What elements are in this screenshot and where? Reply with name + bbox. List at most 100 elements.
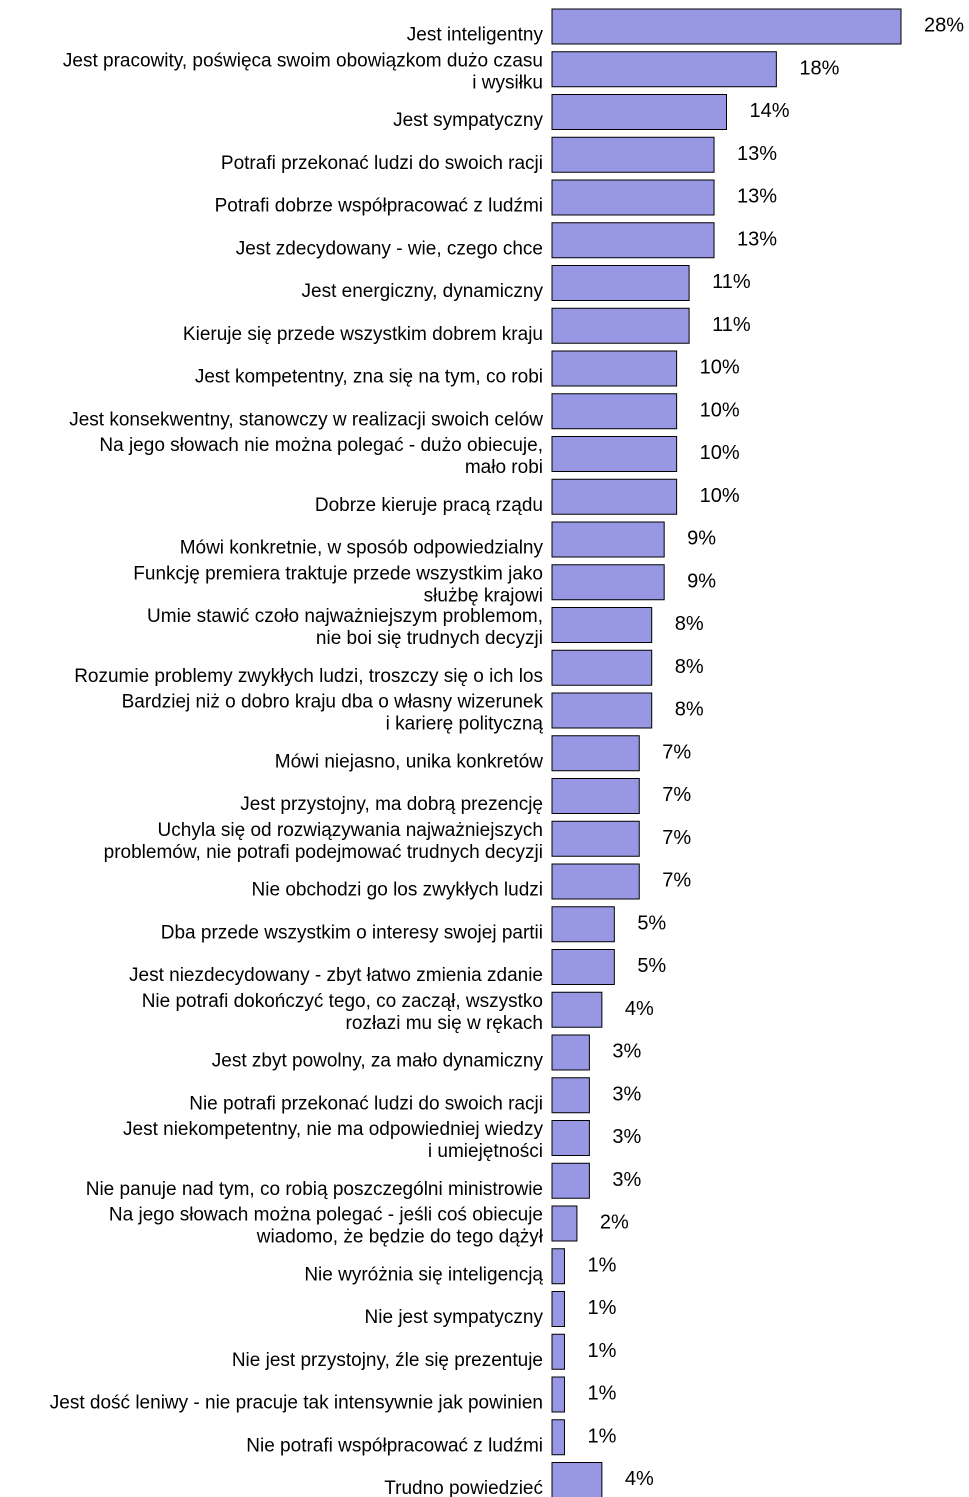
bar: [551, 1077, 590, 1114]
category-label: Dobrze kieruje pracą rządu: [315, 495, 543, 516]
value-label: 1%: [587, 1254, 616, 1276]
category-label: Nie wyróżnia się inteligencją: [304, 1264, 543, 1285]
value-label: 28%: [924, 15, 964, 37]
category-label-line: Jest niekompetentny, nie ma odpowiedniej…: [123, 1119, 543, 1140]
bar: [551, 991, 603, 1028]
category-label: Rozumie problemy zwykłych ludzi, troszcz…: [74, 666, 543, 687]
category-label: Na jego słowach można polegać - jeśli co…: [109, 1205, 544, 1248]
bar: [551, 692, 653, 729]
category-label: Trudno powiedzieć: [384, 1478, 543, 1497]
category-label-line: rozłazi mu się w rękach: [346, 1013, 543, 1034]
bar: [551, 94, 727, 130]
category-label: Dba przede wszystkim o interesy swojej p…: [161, 922, 543, 943]
category-label: Jest sympatyczny: [393, 110, 543, 131]
category-label: Jest inteligentny: [407, 25, 544, 46]
bar: [551, 393, 678, 430]
category-label: Na jego słowach nie można polegać - dużo…: [99, 435, 543, 478]
bar: [551, 179, 715, 216]
value-label: 2%: [600, 1212, 629, 1234]
bar: [551, 649, 653, 686]
category-label-line: służbę krajowi: [424, 585, 543, 606]
value-label: 13%: [737, 186, 777, 208]
value-label: 9%: [687, 528, 716, 550]
category-label-line: Umie stawić czoło najważniejszym problem…: [147, 606, 543, 627]
bar: [551, 1291, 565, 1327]
bar: [551, 1034, 590, 1071]
category-label-line: Jest pracowity, poświęca swoim obowiązko…: [63, 50, 543, 71]
category-label: Potrafi przekonać ludzi do swoich racji: [221, 153, 543, 174]
value-label: 5%: [637, 955, 666, 977]
category-label-line: mało robi: [465, 457, 543, 478]
value-label: 8%: [675, 656, 704, 678]
value-label: 3%: [612, 1041, 641, 1063]
value-label: 1%: [587, 1383, 616, 1405]
value-label: 13%: [737, 228, 777, 250]
bar: [551, 265, 690, 301]
category-label: Jest niezdecydowany - zbyt łatwo zmienia…: [129, 965, 543, 986]
bar: [551, 1419, 565, 1456]
bar: [551, 949, 615, 985]
category-label: Nie potrafi przekonać ludzi do swoich ra…: [189, 1093, 543, 1114]
bar: [551, 1376, 565, 1413]
category-label-line: Na jego słowach nie można polegać - dużo…: [99, 435, 543, 456]
category-label: Jest konsekwentny, stanowczy w realizacj…: [69, 409, 543, 430]
bar: [551, 1333, 565, 1370]
value-label: 1%: [587, 1297, 616, 1319]
category-label: Funkcję premiera traktuje przede wszystk…: [133, 563, 543, 606]
category-label-line: Funkcję premiera traktuje przede wszystk…: [133, 563, 543, 584]
value-label: 13%: [737, 143, 777, 165]
category-label: Potrafi dobrze współpracować z ludźmi: [215, 196, 543, 217]
bar: [551, 222, 715, 259]
bar: [551, 863, 640, 900]
bar: [551, 478, 678, 515]
value-label: 5%: [637, 912, 666, 934]
category-label: Jest kompetentny, zna się na tym, co rob…: [195, 367, 543, 388]
category-label-line: Na jego słowach można polegać - jeśli co…: [109, 1205, 543, 1226]
category-label: Jest pracowity, poświęca swoim obowiązko…: [63, 50, 543, 93]
value-label: 10%: [700, 357, 740, 379]
value-label: 10%: [700, 399, 740, 421]
value-label: 9%: [687, 570, 716, 592]
bar: [551, 8, 902, 45]
category-label-line: Nie potrafi dokończyć tego, co zaczął, w…: [142, 991, 543, 1012]
value-label: 3%: [612, 1083, 641, 1105]
value-label: 3%: [612, 1126, 641, 1148]
bar: [551, 735, 640, 772]
bar: [551, 564, 665, 601]
value-label: 3%: [612, 1169, 641, 1191]
bar: [551, 1120, 590, 1156]
value-label: 18%: [799, 57, 839, 79]
category-label: Nie potrafi dokończyć tego, co zaczął, w…: [142, 991, 543, 1034]
value-label: 14%: [750, 100, 790, 122]
bar: [551, 521, 665, 558]
category-label: Nie potrafi współpracować z ludźmi: [246, 1435, 543, 1456]
bar: [551, 778, 640, 814]
category-label-line: nie boi się trudnych decyzji: [316, 628, 543, 649]
category-label: Jest zdecydowany - wie, czego chce: [236, 238, 543, 259]
category-label: Mówi konkretnie, w sposób odpowiedzialny: [180, 538, 544, 559]
value-label: 8%: [675, 613, 704, 635]
bar: [551, 820, 640, 857]
bar: [551, 1462, 603, 1497]
category-label: Jest dość leniwy - nie pracuje tak inten…: [50, 1393, 543, 1414]
bar: [551, 906, 615, 943]
category-label: Nie panuje nad tym, co robią poszczególn…: [86, 1179, 543, 1200]
bar: [551, 1205, 578, 1242]
value-label: 4%: [625, 998, 654, 1020]
value-label: 11%: [712, 314, 751, 336]
value-label: 7%: [662, 870, 691, 892]
value-label: 7%: [662, 827, 691, 849]
category-label: Nie jest przystojny, źle się prezentuje: [232, 1350, 543, 1371]
bar: [551, 350, 678, 387]
category-label: Mówi niejasno, unika konkretów: [275, 751, 544, 772]
bar: [551, 436, 678, 472]
category-label: Nie obchodzi go los zwykłych ludzi: [252, 880, 543, 901]
category-label: Uchyla się od rozwiązywania najważniejsz…: [104, 820, 543, 863]
value-label: 7%: [662, 741, 691, 763]
value-label: 10%: [700, 485, 740, 507]
value-label: 8%: [675, 699, 704, 721]
bar: [551, 607, 653, 643]
category-label-line: i umiejętności: [428, 1141, 543, 1162]
category-label: Jest przystojny, ma dobrą prezencję: [240, 794, 543, 815]
